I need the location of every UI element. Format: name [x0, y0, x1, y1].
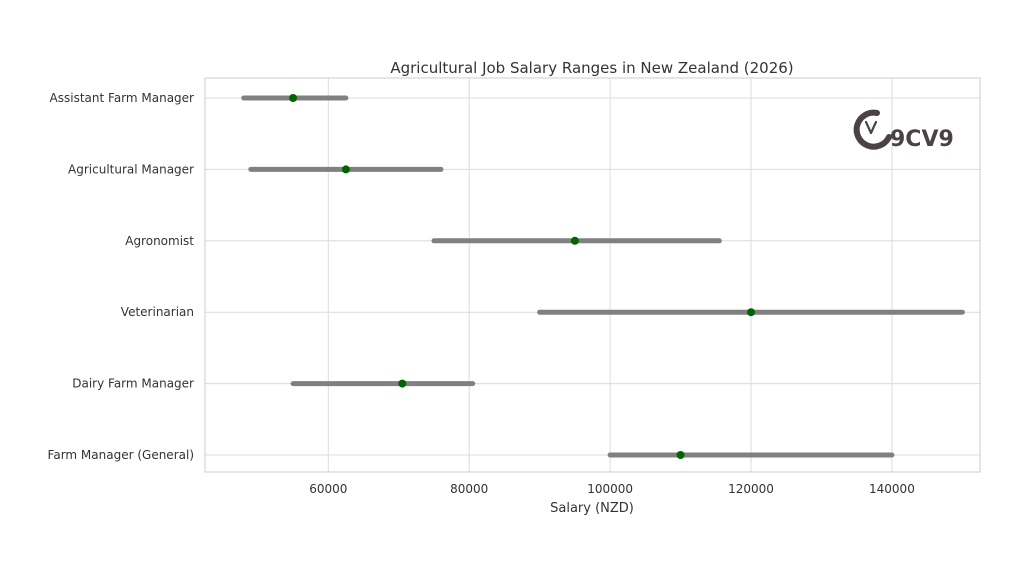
chart-title: Agricultural Job Salary Ranges in New Ze…: [390, 59, 793, 77]
x-tick-label: 100000: [587, 482, 633, 496]
plot-frame: [204, 77, 981, 473]
salary-midpoint-marker: [289, 94, 298, 102]
x-tick-label: 60000: [309, 482, 347, 496]
x-tick-label: 80000: [450, 482, 488, 496]
x-tick-label: 140000: [869, 482, 915, 496]
salary-midpoint-marker: [570, 236, 579, 245]
salary-midpoint-marker: [341, 165, 350, 174]
category-label: Agronomist: [125, 234, 194, 248]
salary-midpoint-marker: [398, 379, 407, 388]
logo-text: 9CV9: [890, 127, 954, 152]
category-label: Veterinarian: [121, 305, 194, 319]
logo-v-icon: [864, 120, 878, 135]
category-label: Assistant Farm Manager: [50, 91, 195, 105]
salary-midpoint-marker: [676, 451, 685, 459]
x-axis-label: Salary (NZD): [550, 501, 634, 516]
logo-ring-icon: [853, 109, 892, 150]
category-label: Agricultural Manager: [68, 162, 194, 176]
brand-logo: 9CV9: [853, 109, 954, 152]
x-tick-label: 120000: [728, 482, 774, 496]
salary-midpoint-marker: [747, 308, 756, 317]
category-label: Farm Manager (General): [48, 448, 194, 462]
plot-area: 60000 80000 100000 120000 140000 Assistant Fa…: [48, 77, 981, 496]
category-label: Dairy Farm Manager: [72, 377, 194, 391]
